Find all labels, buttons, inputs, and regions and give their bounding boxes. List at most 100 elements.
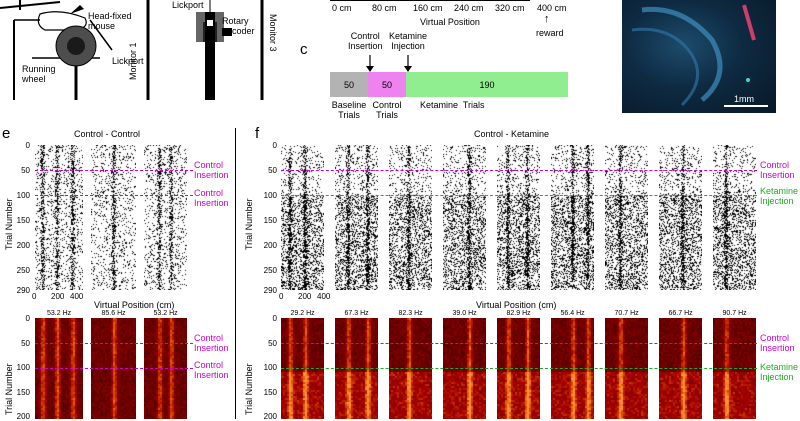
reward-label: reward [536, 28, 564, 38]
panel-e-top-ytick: 100 [16, 191, 30, 200]
track-baseline [330, 0, 530, 1]
panel-e-bottom-ytick: 0 [25, 314, 30, 323]
panel-e-xtick: 400 [70, 292, 84, 301]
histology-image: 1mm [622, 0, 776, 113]
segment-ketamine-name: Ketamine Trials [420, 100, 485, 110]
panel-f-bottom-ytick: 0 [272, 314, 277, 323]
spike-raster [659, 145, 702, 290]
rig-schematic: Head-fixed mouse Running wheel Lickport … [0, 0, 290, 100]
panel-letter-e: e [2, 125, 11, 142]
control-insertion-line [281, 170, 757, 171]
panel-f-control-annotation-bottom: Control Insertion [760, 333, 795, 353]
panel-f-bottom-ytick: 50 [268, 338, 277, 348]
panel-e-top-ytick: 200 [16, 241, 30, 250]
rig-drawing [0, 0, 264, 100]
panel-f-frequency: 90.7 Hz [722, 310, 747, 317]
running-wheel-label: Running wheel [22, 64, 56, 84]
control-insertion-line [35, 343, 193, 344]
panel-divider [235, 128, 236, 419]
reward-arrow: ↑ [544, 13, 550, 25]
panel-f-xtick: 200 [298, 292, 312, 301]
track-tick: 0 cm [332, 3, 352, 13]
protocol-bar: 50 50 190 [330, 72, 568, 97]
ketamine-injection-line [281, 368, 757, 369]
panel-f-top-ytick: 150 [263, 216, 277, 225]
histology-drawing [631, 4, 768, 107]
track-tick: 240 cm [454, 3, 484, 13]
panel-f-frequency: 66.7 Hz [668, 310, 693, 317]
segment-control-value: 50 [381, 79, 392, 90]
panel-e-frequency: 85.6 Hz [101, 310, 126, 317]
panel-f-frequency: 70.7 Hz [614, 310, 639, 317]
panel-e-annotation-1: Control Insertion [194, 160, 229, 180]
panel-e-bottom-ytick: 150 [16, 387, 30, 397]
track-tick: 400 cm [537, 3, 567, 13]
segment-control: 50 [368, 72, 406, 97]
panel-f-frequency: 56.4 Hz [560, 310, 585, 317]
panel-f-xtick: 400 [317, 292, 331, 301]
panel-e-annotation-2: Control Insertion [194, 188, 229, 208]
panel-f-top-ytick: 100 [263, 191, 277, 200]
track-tick: 320 cm [495, 3, 525, 13]
panel-e-title: Control - Control [74, 129, 141, 139]
head-fixed-label: Head-fixed mouse [88, 11, 132, 31]
panel-e-xtick: 0 [32, 292, 37, 301]
panel-letter-c: c [300, 41, 308, 58]
control-insertion-line [281, 343, 757, 344]
panel-letter-f: f [255, 125, 260, 142]
panel-f-frequency: 67.3 Hz [344, 310, 369, 317]
panel-f-top-ytick: 290 [263, 286, 277, 295]
spike-raster [713, 145, 756, 290]
panel-e-annotation-3: Control Insertion [194, 333, 229, 353]
track-tick: 160 cm [413, 3, 443, 13]
segment-control-name: Control Trials [372, 100, 402, 120]
spike-raster [551, 145, 594, 290]
panel-f-bottom-ytick: 100 [263, 363, 277, 372]
panel-e-xtick: 200 [51, 292, 65, 301]
panel-f-title: Control - Ketamine [474, 129, 550, 139]
panel-f-ketamine-annotation-bottom: Ketamine Injection [760, 362, 799, 382]
panel-f-bottom-ytick: 150 [263, 387, 277, 397]
spike-raster [281, 145, 324, 290]
panel-f-xlabel: Virtual Position (cm) [476, 300, 557, 310]
panel-e-top-ytick: 290 [16, 286, 30, 295]
panel-f-frequency: 39.0 Hz [452, 310, 477, 317]
segment-ketamine: 190 [406, 72, 568, 97]
control-insertion-label: Control Insertion [348, 31, 383, 51]
control-insertion-line [35, 368, 193, 369]
panel-f-top-ytick: 0 [272, 141, 277, 150]
panel-f-control-annotation: Control Insertion [760, 160, 795, 180]
scale-bar-label: 1mm [734, 94, 754, 104]
panel-f-top-ytick: 250 [263, 266, 277, 275]
rotary-encoder-label: Rotary encoder [222, 16, 255, 36]
spike-raster [389, 145, 432, 290]
segment-baseline: 50 [330, 72, 368, 97]
panel-f-ketamine-annotation: Ketamine Injection [760, 186, 799, 206]
panel-e-xlabel: Virtual Position (cm) [94, 300, 175, 310]
panel-e-top-ytick: 250 [16, 266, 30, 275]
panel-f-top-ytick: 200 [263, 241, 277, 250]
control-insertion-line [35, 195, 193, 196]
panel-e-frequency: 53.2 Hz [153, 310, 178, 317]
panel-e-bottom-ytick: 50 [21, 338, 30, 348]
lickport-top-label: Lickport [172, 0, 204, 10]
spike-raster [443, 145, 486, 290]
spike-raster [605, 145, 648, 290]
panel-f-frequency: 82.3 Hz [398, 310, 423, 317]
panel-f-bottom-ytick: 200 [263, 412, 277, 421]
spike-raster [335, 145, 378, 290]
monitor-1-label: Monitor 1 [128, 42, 138, 80]
panel-e-frequency: 53.2 Hz [47, 310, 72, 317]
panel-f-top-ytick: 50 [268, 166, 277, 175]
panel-e-top-ytick: 0 [25, 141, 30, 150]
spike-raster [144, 145, 187, 290]
segment-baseline-name: Baseline Trials [331, 100, 367, 120]
track-axis: 0 cm 80 cm 160 cm 240 cm 320 cm 400 cm V… [320, 0, 580, 40]
panel-e-bottom-ytick: 100 [16, 363, 30, 372]
panel-f-ylabel: Trial Number [244, 198, 254, 250]
spike-raster [91, 145, 136, 290]
segment-ketamine-value: 190 [479, 79, 495, 90]
panel-e-bottom-ytick: 200 [16, 412, 30, 421]
panel-f-frequency: 82.9 Hz [506, 310, 531, 317]
lickport-label: Lickport [112, 56, 144, 66]
